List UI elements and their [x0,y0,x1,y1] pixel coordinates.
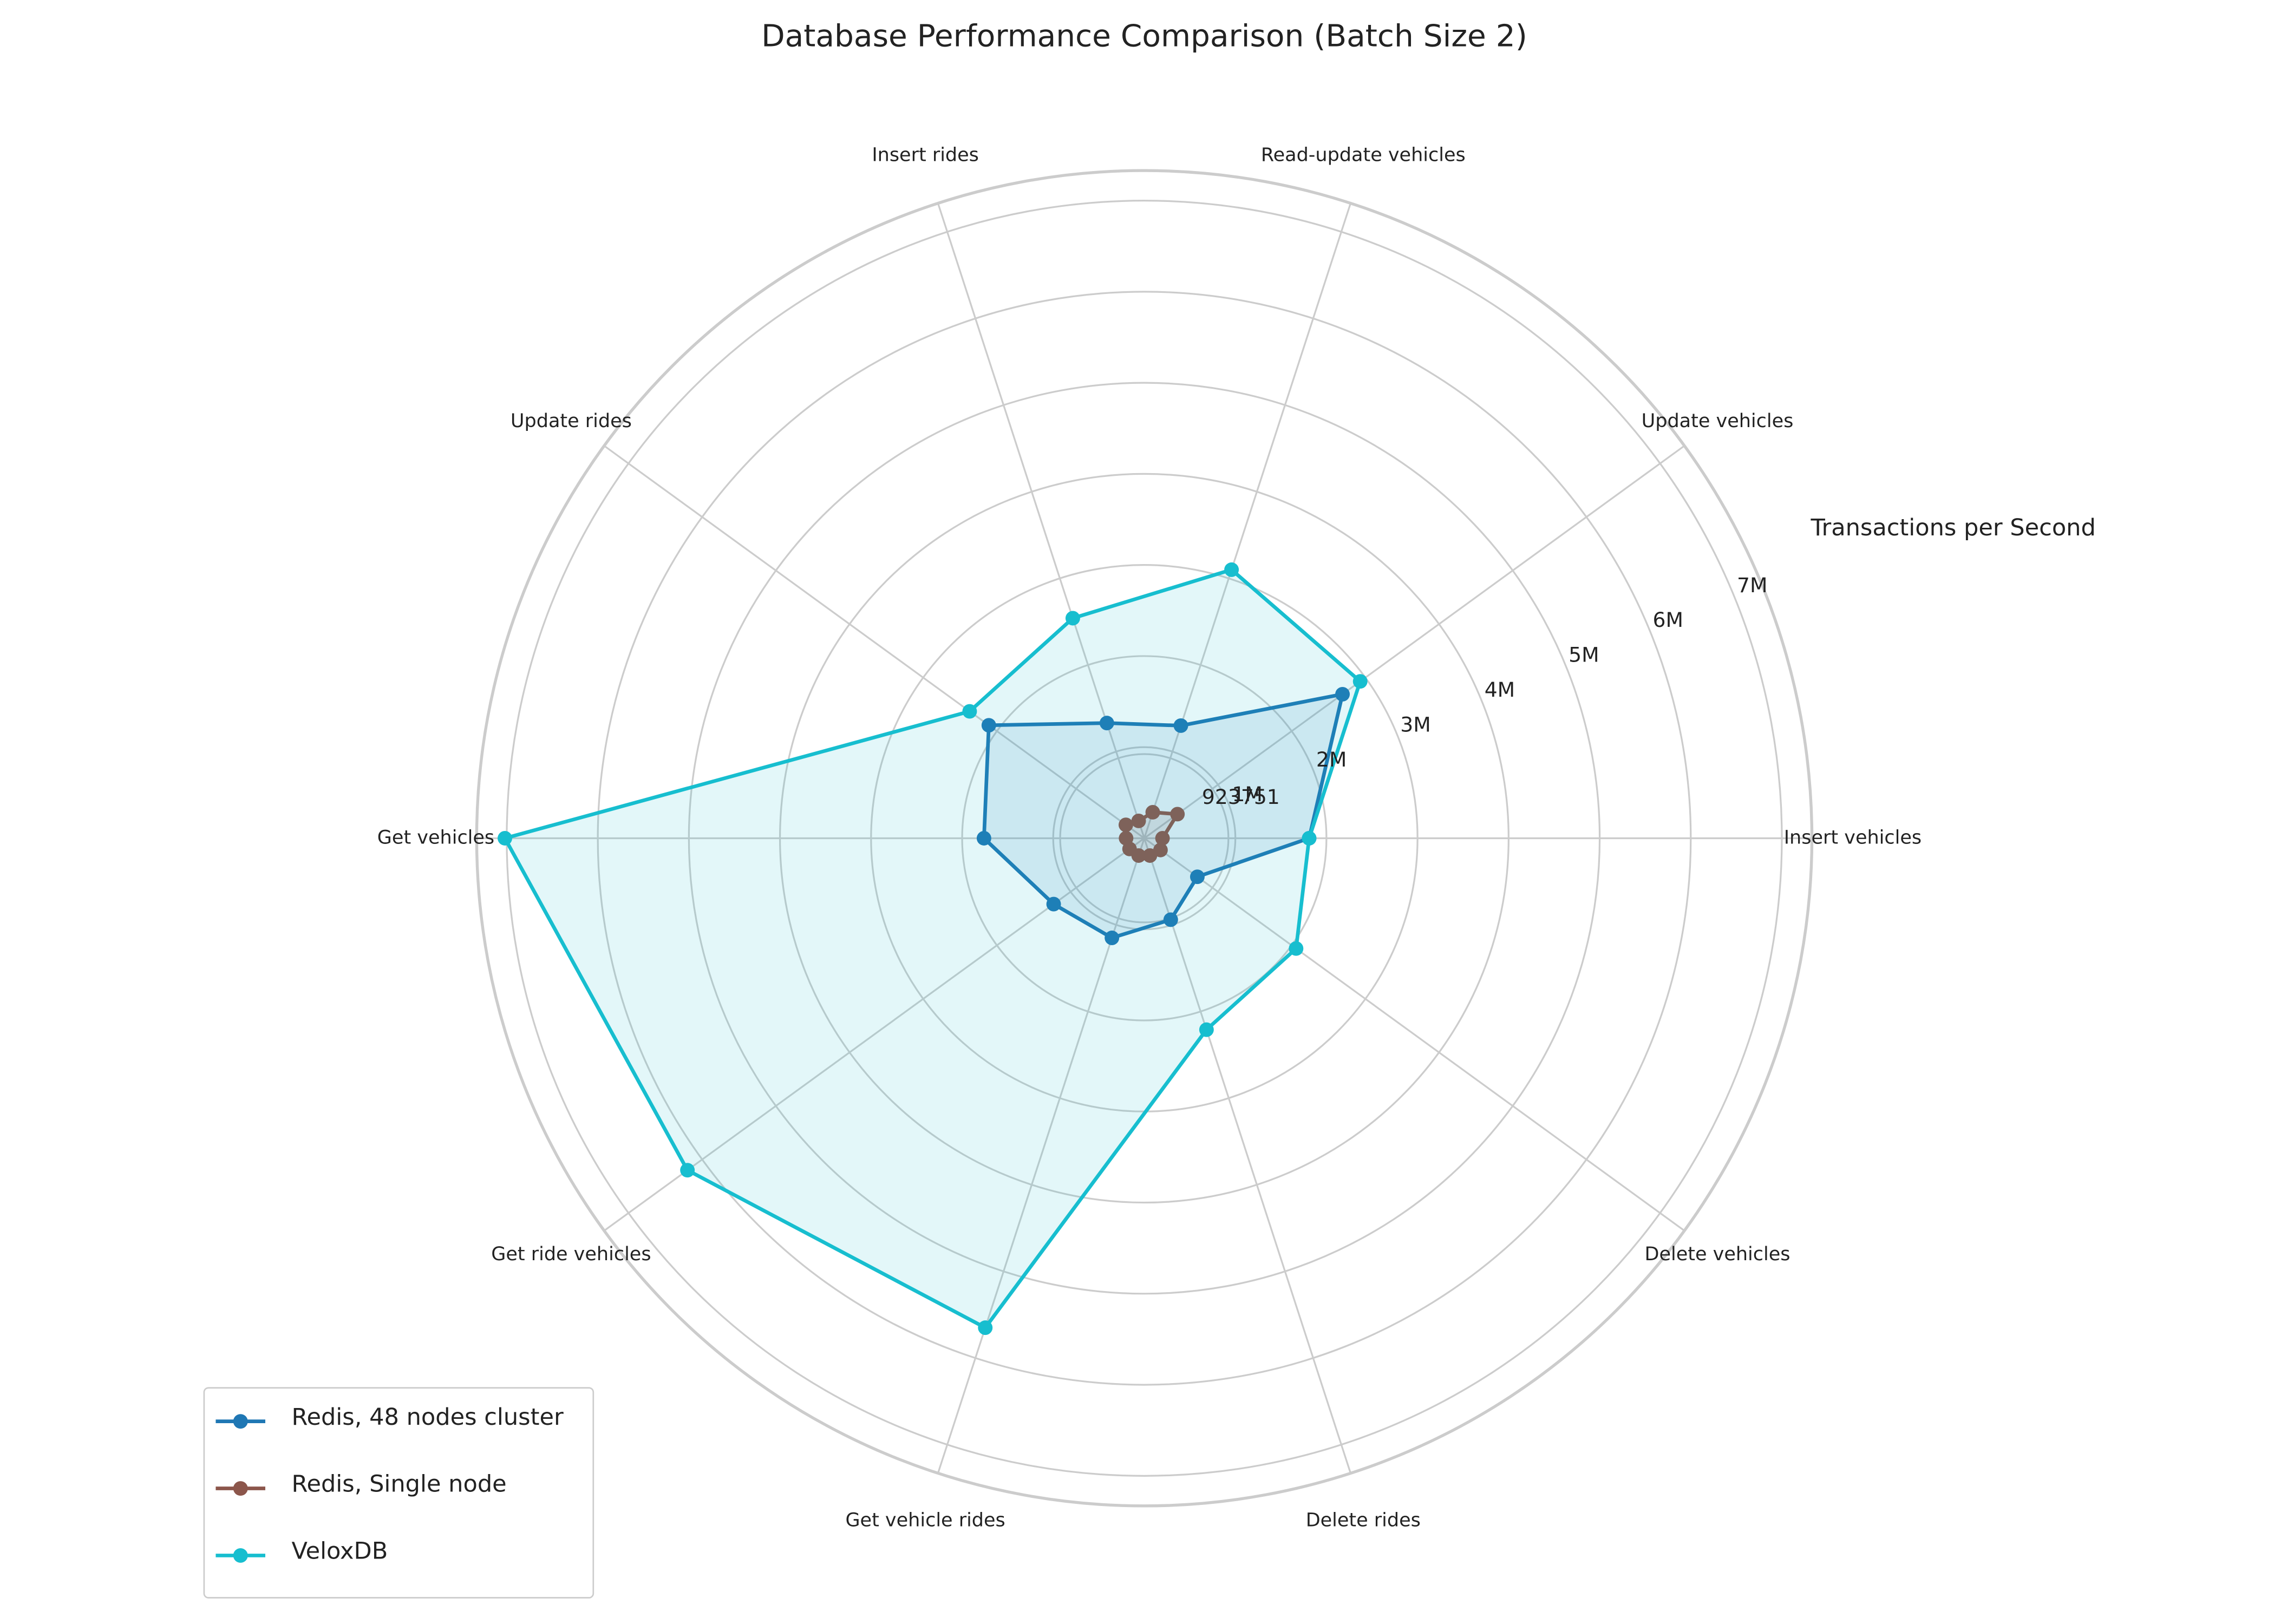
chart-title: Database Performance Comparison (Batch S… [761,19,1527,54]
legend-label: Redis, Single node [291,1471,506,1498]
data-point [1046,896,1061,912]
data-point [680,1163,695,1178]
r-tick-label: 6M [1653,608,1683,632]
spoke [1143,837,1685,1232]
r-tick-label: 4M [1485,678,1515,702]
data-point [1131,814,1146,828]
data-point [1302,831,1317,846]
data-point [1173,718,1188,733]
legend-box [203,1387,594,1599]
category-label: Get ride vehicles [491,1243,651,1265]
data-point [1155,831,1170,846]
category-label: Update vehicles [1642,410,1794,432]
data-point [1190,869,1205,885]
series-area [984,694,1343,938]
data-point [1170,807,1185,822]
legend-marker [233,1481,248,1496]
category-label: Insert rides [872,145,979,166]
data-point [1099,716,1114,731]
data-point [978,1320,993,1335]
data-point [1153,842,1168,857]
data-point [1105,931,1120,945]
r-tick-label: 1M [1232,782,1262,806]
spoke [603,445,1145,839]
legend-marker [233,1414,248,1429]
data-point [1224,562,1239,577]
data-point [1289,941,1304,956]
data-point [1352,674,1368,689]
r-tick-label: 3M [1400,712,1430,736]
legend-marker [233,1548,248,1563]
axis-label: Transactions per Second [1811,514,2096,541]
data-point [1145,804,1160,820]
data-point [962,704,977,719]
legend-label: VeloxDB [291,1538,388,1565]
category-label: Delete vehicles [1645,1243,1791,1265]
data-point [1131,848,1146,863]
data-point [1199,1022,1214,1037]
category-label: Get vehicle rides [845,1509,1005,1531]
spoke [1143,837,1352,1474]
category-label: Delete rides [1306,1509,1421,1531]
series-area [505,569,1361,1328]
data-point [1065,611,1080,626]
data-point [1335,686,1350,702]
data-point [498,831,512,846]
category-label: Update rides [511,410,632,432]
spoke [937,202,1145,839]
legend-label: Redis, 48 nodes cluster [291,1404,564,1431]
r-tick-label: 7M [1737,573,1767,597]
r-tick-label: 923751 [1202,785,1280,809]
data-point [981,718,996,733]
data-point [1118,817,1133,833]
r-tick-label: 2M [1316,748,1347,771]
category-label: Get vehicles [377,827,494,848]
r-tick-label: 5M [1569,643,1599,667]
category-label: Read-update vehicles [1261,145,1466,166]
spoke [1143,445,1685,839]
category-label: Insert vehicles [1784,827,1922,848]
data-point [1163,912,1178,927]
data-point [976,831,991,846]
